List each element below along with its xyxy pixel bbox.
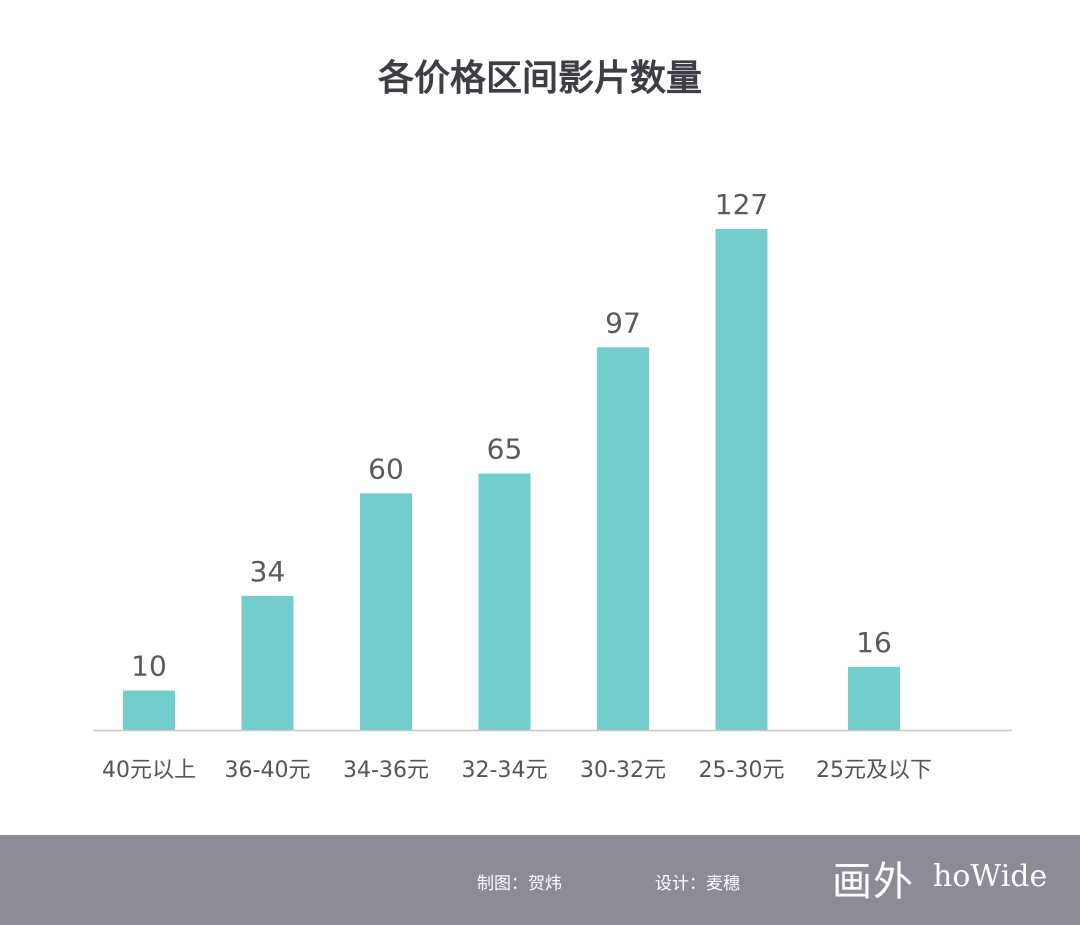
category-label-6: 25-30元	[699, 758, 785, 783]
bar-4	[478, 473, 531, 730]
value-label-5: 97	[605, 306, 641, 339]
category-label-5: 30-32元	[580, 758, 666, 783]
footer-bar: 制图：贺炜 设计：麦穗 画外 hoWide	[0, 835, 1080, 925]
chart-title: 各价格区间影片数量	[378, 58, 702, 99]
category-label-4: 32-34元	[462, 758, 548, 783]
category-labels-group: 40元以上 36-40元 34-36元 32-34元 30-32元 25-30元 25元及以…	[102, 758, 932, 783]
logo-chinese: 画外	[832, 859, 914, 905]
bars-group	[123, 229, 900, 730]
value-label-7: 16	[856, 626, 892, 659]
value-label-1: 10	[131, 650, 167, 683]
bar-1	[123, 690, 175, 730]
bar-6	[715, 229, 768, 730]
design-credit: 设计：麦穗	[655, 874, 740, 894]
category-label-1: 40元以上	[102, 758, 196, 783]
chart-credit: 制图：贺炜	[477, 874, 562, 894]
bar-3	[360, 493, 412, 730]
category-label-3: 34-36元	[343, 758, 429, 783]
value-label-3: 60	[368, 452, 404, 485]
value-label-4: 65	[487, 433, 523, 466]
bar-7	[848, 666, 900, 730]
bar-chart: 各价格区间影片数量 10 34 60 65 97 127 16 40元以上 36-40元 34-…	[93, 58, 1012, 783]
logo-english: hoWide	[933, 859, 1048, 894]
value-label-2: 34	[250, 555, 286, 588]
value-labels-group: 10 34 60 65 97 127 16	[131, 188, 892, 683]
category-label-7: 25元及以下	[816, 758, 932, 783]
bar-5	[597, 347, 649, 730]
value-label-6: 127	[715, 188, 768, 221]
category-label-2: 36-40元	[225, 758, 311, 783]
bar-2	[241, 595, 294, 730]
